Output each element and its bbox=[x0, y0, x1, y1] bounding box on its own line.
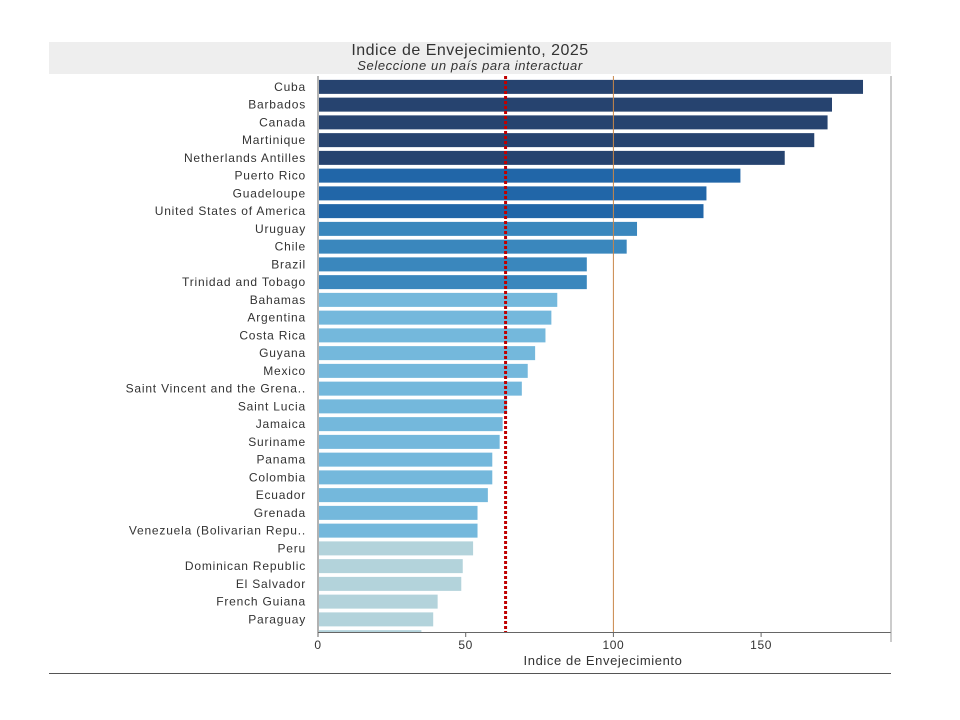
category-label-6[interactable]: Guadeloupe bbox=[233, 186, 306, 200]
bar-26[interactable] bbox=[319, 541, 474, 556]
category-label-11[interactable]: Trinidad and Tobago bbox=[182, 275, 306, 289]
bar-14[interactable] bbox=[319, 328, 546, 343]
chart-subtitle: Seleccione un país para interactuar bbox=[357, 58, 583, 73]
category-label-27[interactable]: Dominican Republic bbox=[185, 559, 306, 573]
chart-header: Indice de Envejecimiento, 2025 Seleccion… bbox=[49, 42, 891, 74]
x-tick-label-0: 0 bbox=[314, 638, 321, 652]
category-label-17[interactable]: Saint Vincent and the Grena.. bbox=[126, 382, 306, 396]
bar-1[interactable] bbox=[319, 97, 832, 112]
category-label-28[interactable]: El Salvador bbox=[236, 577, 306, 591]
bar-17[interactable] bbox=[319, 381, 522, 396]
bar-7[interactable] bbox=[319, 204, 704, 219]
bar-28[interactable] bbox=[319, 576, 462, 591]
bar-29[interactable] bbox=[319, 594, 438, 609]
category-label-25[interactable]: Venezuela (Bolivarian Repu.. bbox=[129, 524, 306, 538]
bar-24[interactable] bbox=[319, 505, 478, 520]
bar-4[interactable] bbox=[319, 150, 785, 165]
category-label-5[interactable]: Puerto Rico bbox=[235, 169, 307, 183]
bar-16[interactable] bbox=[319, 363, 528, 378]
category-label-13[interactable]: Argentina bbox=[247, 311, 306, 325]
bar-2[interactable] bbox=[319, 115, 828, 130]
category-label-22[interactable]: Colombia bbox=[249, 470, 306, 484]
category-label-19[interactable]: Jamaica bbox=[256, 417, 306, 431]
category-label-30[interactable]: Paraguay bbox=[248, 612, 306, 626]
bar-27[interactable] bbox=[319, 559, 463, 574]
bar-5[interactable] bbox=[319, 168, 741, 183]
category-label-0[interactable]: Cuba bbox=[274, 80, 306, 94]
bar-3[interactable] bbox=[319, 133, 815, 148]
category-label-23[interactable]: Ecuador bbox=[256, 488, 306, 502]
category-label-16[interactable]: Mexico bbox=[263, 364, 306, 378]
category-label-15[interactable]: Guyana bbox=[259, 346, 306, 360]
bar-23[interactable] bbox=[319, 488, 488, 503]
bar-25[interactable] bbox=[319, 523, 478, 538]
bar-19[interactable] bbox=[319, 417, 503, 432]
bar-0[interactable] bbox=[319, 79, 864, 94]
bars bbox=[319, 79, 864, 644]
category-label-12[interactable]: Bahamas bbox=[250, 293, 306, 307]
category-label-4[interactable]: Netherlands Antilles bbox=[184, 151, 306, 165]
bar-9[interactable] bbox=[319, 239, 627, 254]
bar-11[interactable] bbox=[319, 275, 587, 290]
x-tick-label-150: 150 bbox=[750, 638, 772, 652]
bar-8[interactable] bbox=[319, 221, 638, 236]
x-axis-label: Indice de Envejecimiento bbox=[524, 653, 683, 668]
bar-20[interactable] bbox=[319, 434, 500, 449]
category-label-7[interactable]: United States of America bbox=[155, 204, 306, 218]
category-label-29[interactable]: French Guiana bbox=[216, 595, 306, 609]
category-label-31[interactable]: Nicaragua bbox=[244, 630, 306, 644]
x-tick-label-50: 50 bbox=[458, 638, 473, 652]
category-label-10[interactable]: Brazil bbox=[271, 257, 306, 271]
x-axis: 0 50 100 150 bbox=[314, 76, 892, 652]
category-label-21[interactable]: Panama bbox=[257, 453, 307, 467]
category-label-9[interactable]: Chile bbox=[275, 240, 306, 254]
category-labels: Cuba Barbados Canada Martinique Netherlands … bbox=[126, 80, 307, 644]
bar-13[interactable] bbox=[319, 310, 552, 325]
chart-title: Indice de Envejecimiento, 2025 bbox=[351, 42, 589, 59]
reference-lines bbox=[504, 76, 614, 632]
bar-21[interactable] bbox=[319, 452, 493, 467]
category-label-3[interactable]: Martinique bbox=[242, 133, 306, 147]
category-label-1[interactable]: Barbados bbox=[248, 98, 306, 112]
bar-18[interactable] bbox=[319, 399, 508, 414]
bar-31[interactable] bbox=[319, 630, 422, 644]
category-label-2[interactable]: Canada bbox=[259, 115, 306, 129]
category-label-24[interactable]: Grenada bbox=[254, 506, 306, 520]
category-label-20[interactable]: Suriname bbox=[248, 435, 306, 449]
bar-10[interactable] bbox=[319, 257, 587, 272]
frame-bottom-line bbox=[49, 673, 891, 674]
category-label-18[interactable]: Saint Lucia bbox=[238, 399, 306, 413]
bar-6[interactable] bbox=[319, 186, 707, 201]
bar-22[interactable] bbox=[319, 470, 493, 485]
category-label-8[interactable]: Uruguay bbox=[255, 222, 306, 236]
category-label-14[interactable]: Costa Rica bbox=[239, 328, 306, 342]
bar-15[interactable] bbox=[319, 346, 536, 361]
category-label-26[interactable]: Peru bbox=[277, 541, 306, 555]
bar-12[interactable] bbox=[319, 292, 558, 307]
x-tick-label-100: 100 bbox=[602, 638, 624, 652]
bar-30[interactable] bbox=[319, 612, 434, 627]
